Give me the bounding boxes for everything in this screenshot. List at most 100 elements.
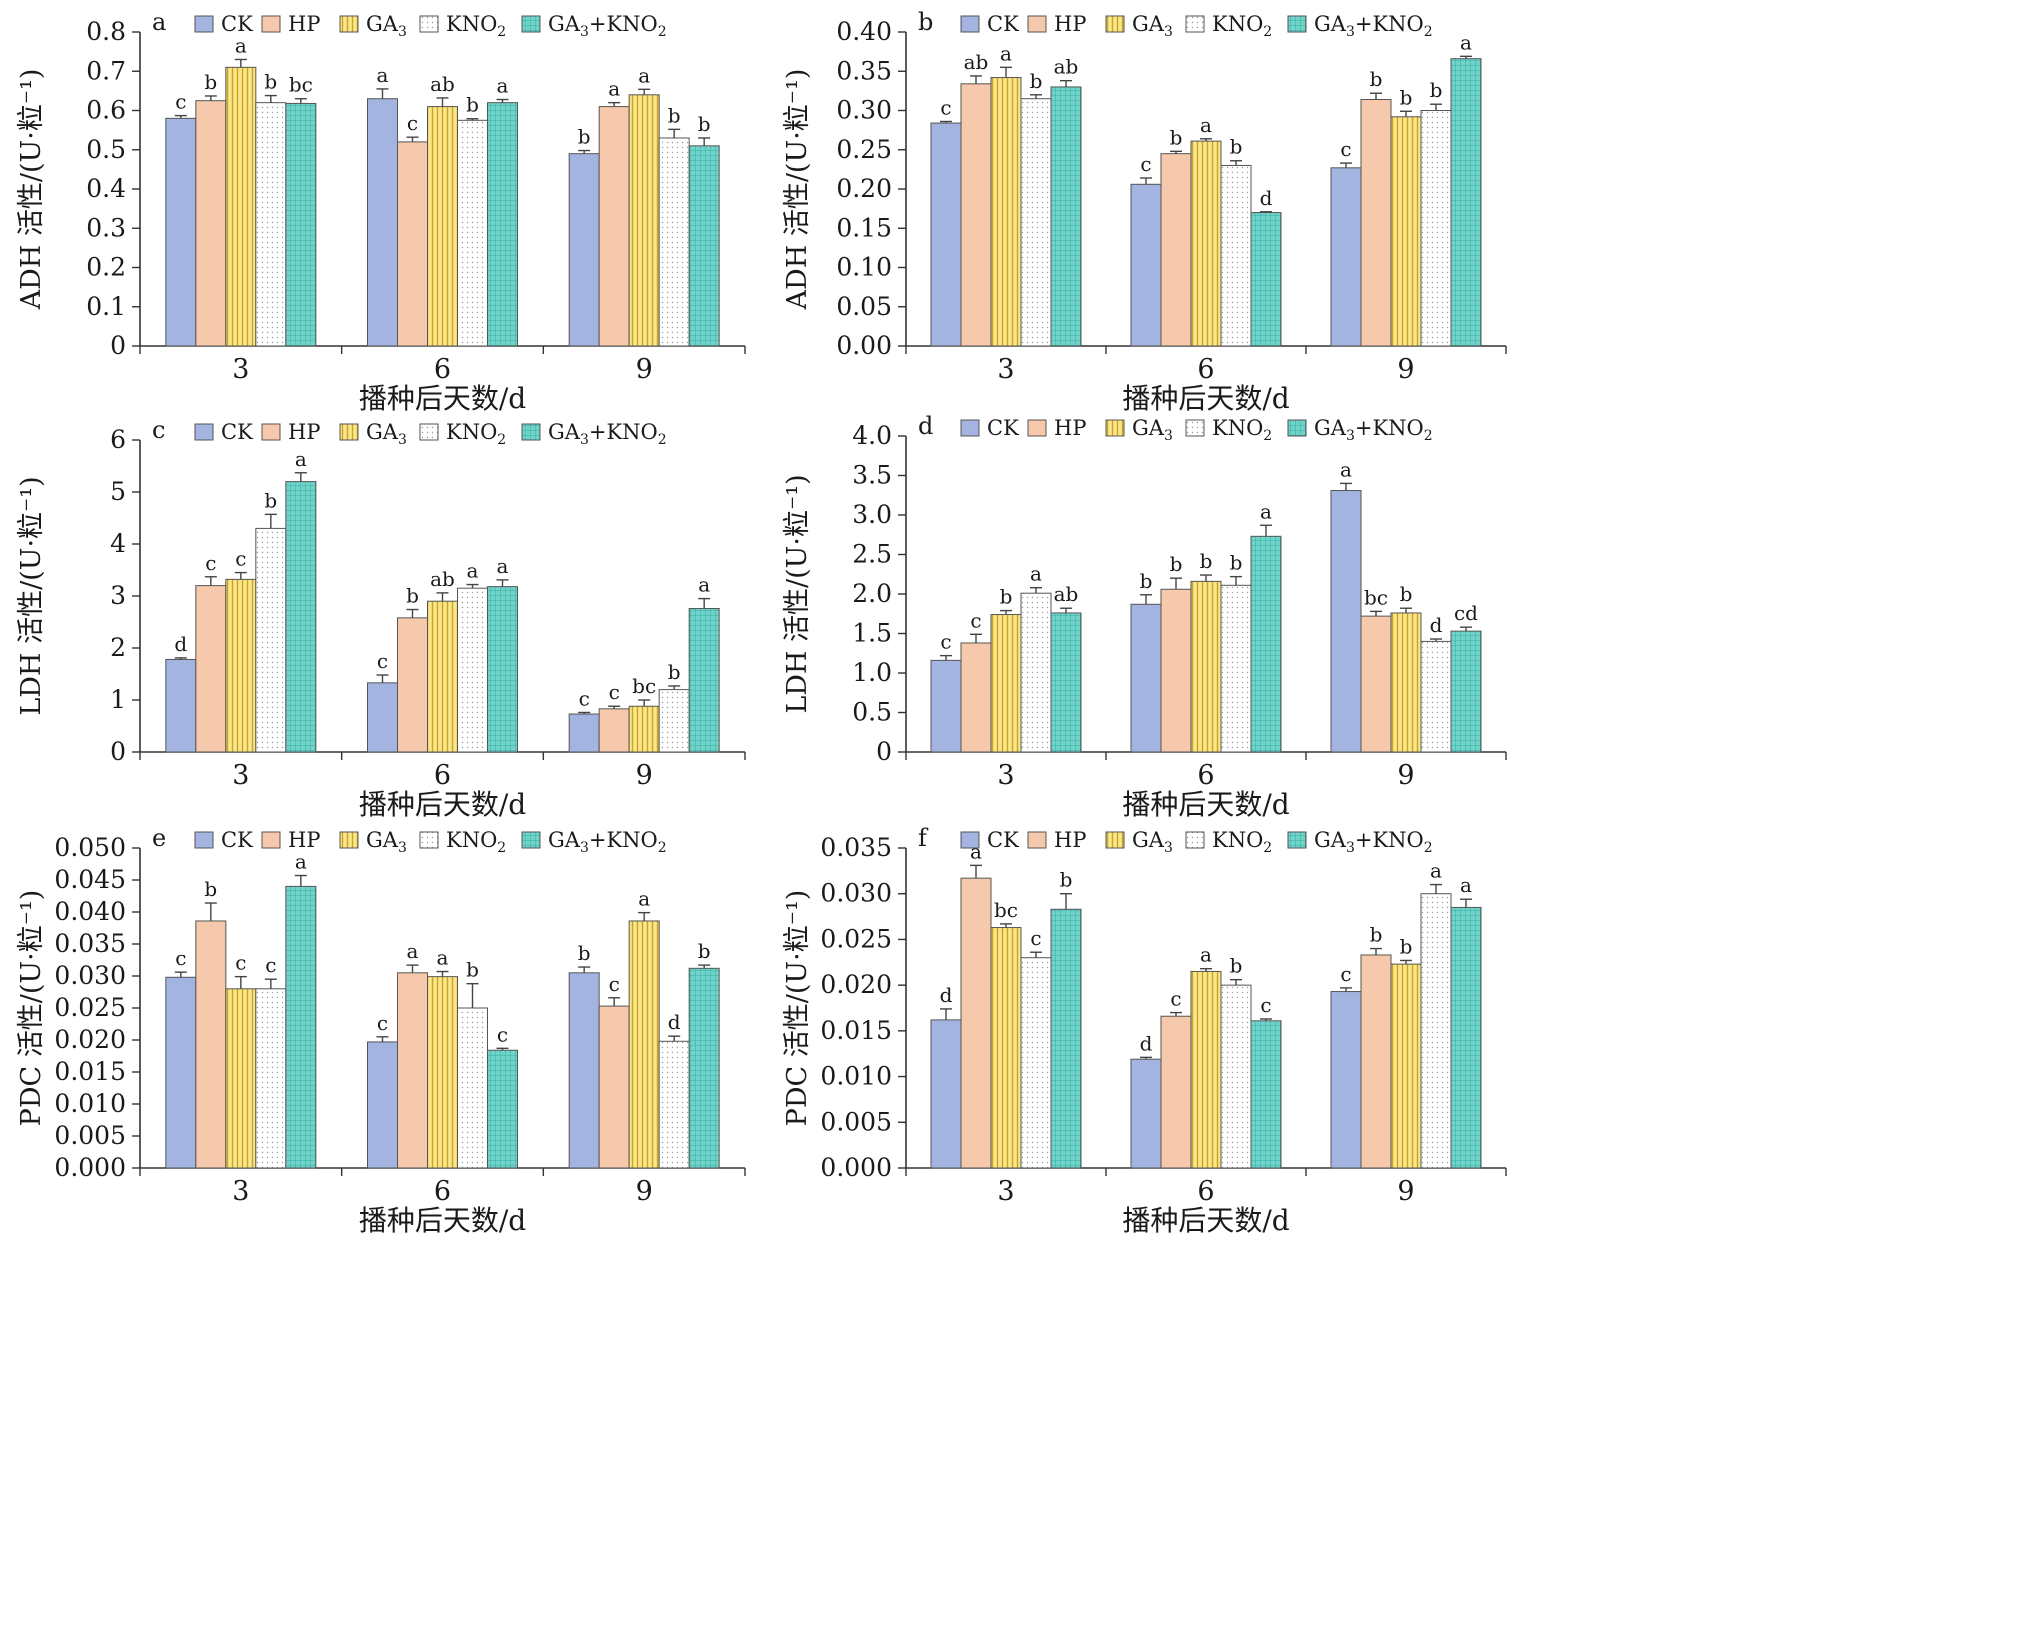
y-tick-label: 0.5 (86, 135, 126, 164)
y-tick-label: 0 (110, 737, 126, 766)
legend-label: GA3 (366, 12, 407, 40)
significance-letter: a (638, 63, 650, 87)
x-axis-label: 播种后天数/d (1122, 788, 1289, 821)
legend-swatch (419, 831, 439, 849)
legend-swatch (1185, 419, 1205, 437)
panel-letter: c (152, 416, 165, 444)
significance-letter: a (698, 573, 710, 597)
y-tick-label: 0.000 (54, 1153, 126, 1182)
y-tick-label: 0.15 (836, 213, 892, 242)
x-tick-label: 3 (232, 354, 249, 385)
y-tick-label: 0.020 (54, 1025, 126, 1054)
bar (1190, 580, 1222, 753)
legend-swatch (194, 15, 214, 33)
significance-letter: a (1260, 499, 1272, 523)
significance-letter: a (295, 447, 307, 471)
legend-swatch (1287, 15, 1307, 33)
bar (990, 614, 1022, 753)
bar (688, 967, 720, 1169)
bar (367, 98, 398, 347)
legend-label: HP (288, 420, 320, 444)
y-tick-label: 0.1 (86, 292, 126, 321)
y-tick-label: 0.8 (86, 17, 126, 46)
y-tick-label: 0.00 (836, 331, 892, 360)
bar (1020, 98, 1052, 347)
y-tick-label: 4 (110, 529, 126, 558)
bar (1220, 984, 1252, 1169)
legend-label: CK (221, 420, 253, 444)
bar (427, 600, 458, 753)
legend-swatch (1185, 15, 1205, 33)
y-tick-label: 0.035 (820, 833, 892, 862)
y-tick-label: 0 (876, 737, 892, 766)
bar (1190, 140, 1222, 347)
bar (1020, 957, 1052, 1169)
x-tick-label: 3 (997, 760, 1014, 791)
significance-letter: b (1170, 552, 1183, 576)
y-tick-label: 0 (110, 331, 126, 360)
significance-letter: c (1340, 137, 1351, 161)
bar (1330, 167, 1362, 347)
significance-letter: b (1060, 868, 1073, 892)
legend-label: KNO2 (1212, 12, 1272, 40)
legend-swatch (521, 423, 541, 441)
bar (930, 122, 962, 347)
bar (367, 1041, 398, 1169)
bar (1330, 991, 1362, 1169)
y-tick-label: 0.010 (54, 1089, 126, 1118)
significance-letter: b (204, 877, 217, 901)
legend-swatch (521, 15, 541, 33)
y-tick-label: 0.40 (836, 17, 892, 46)
significance-letter: ab (1054, 582, 1079, 606)
bar (255, 988, 287, 1169)
bar (1420, 640, 1452, 753)
significance-letter: a (295, 850, 307, 874)
bar (628, 94, 660, 347)
x-axis-label: 播种后天数/d (1122, 1204, 1289, 1237)
y-tick-label: 0.010 (820, 1062, 892, 1091)
legend-label: GA3+KNO2 (548, 420, 667, 448)
legend-swatch (1027, 15, 1047, 33)
significance-letter: bc (1364, 585, 1388, 609)
significance-letter: c (175, 90, 186, 114)
y-tick-label: 3 (110, 581, 126, 610)
y-tick-label: 4.0 (852, 421, 892, 450)
bar (397, 141, 428, 347)
y-tick-label: 0.7 (86, 56, 126, 85)
significance-letter: c (940, 95, 951, 119)
legend-label: GA3+KNO2 (1314, 416, 1433, 444)
bar (1050, 908, 1082, 1169)
bar (225, 66, 257, 347)
chart-panel-f: 0.000 0.005 0.010 0.015 0.020 0.025 0.030 0.035… (782, 824, 1507, 1237)
bar (1360, 954, 1392, 1169)
significance-letter: a (437, 946, 449, 970)
legend-label: KNO2 (446, 12, 506, 40)
x-tick-label: 3 (232, 1176, 249, 1207)
y-tick-label: 6 (110, 425, 126, 454)
legend-swatch (419, 423, 439, 441)
significance-letter: c (940, 630, 951, 654)
bar (427, 106, 458, 347)
y-tick-label: 0.045 (54, 865, 126, 894)
bar (1190, 970, 1222, 1169)
legend-swatch (261, 15, 281, 33)
significance-letter: d (940, 983, 953, 1007)
legend-swatch (1287, 419, 1307, 437)
significance-letter: a (467, 559, 479, 583)
x-tick-label: 9 (636, 1176, 653, 1207)
legend-label: GA3 (366, 828, 407, 856)
significance-letter: a (377, 63, 389, 87)
panel-letter: f (918, 824, 929, 852)
x-axis-label: 播种后天数/d (1122, 382, 1289, 415)
significance-letter: b (668, 660, 681, 684)
bar (658, 137, 690, 347)
significance-letter: b (1230, 135, 1243, 159)
legend-swatch (339, 831, 359, 849)
significance-letter: b (466, 93, 479, 117)
legend-swatch (261, 831, 281, 849)
y-axis-label: ADH 活性/(U·粒⁻¹) (16, 69, 47, 311)
significance-letter: a (638, 887, 650, 911)
x-axis-label: 播种后天数/d (359, 1204, 526, 1237)
